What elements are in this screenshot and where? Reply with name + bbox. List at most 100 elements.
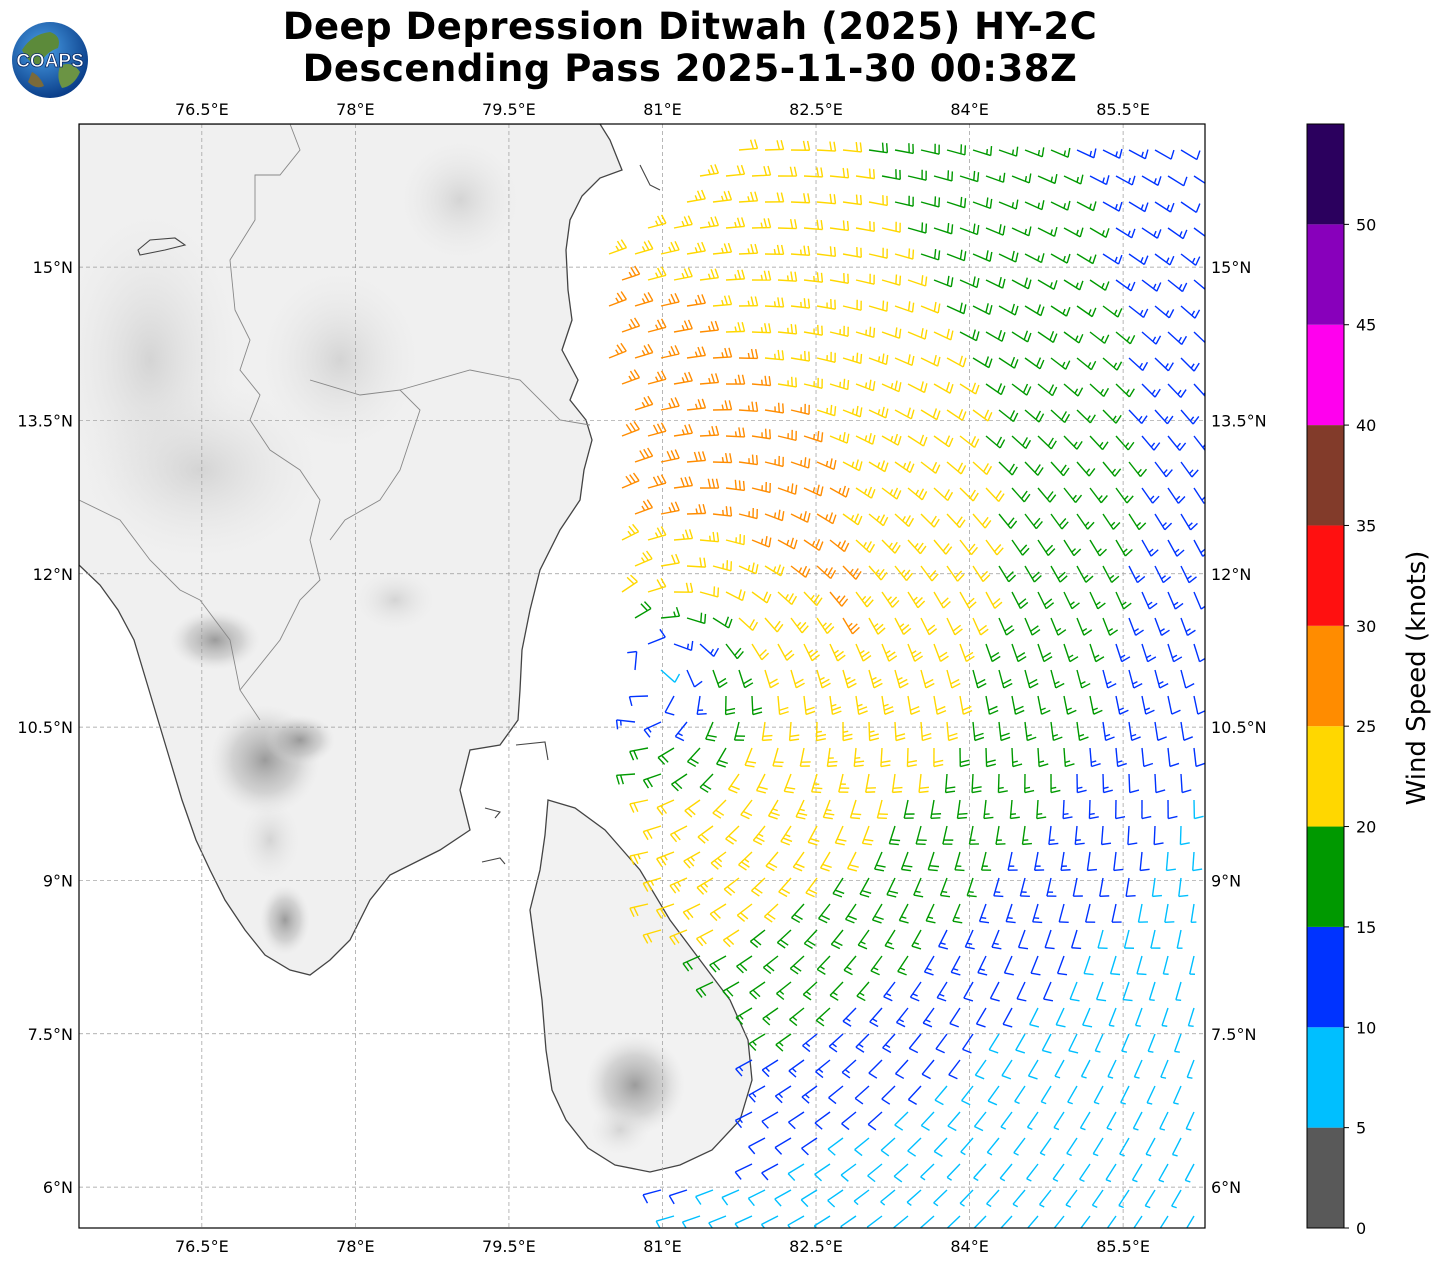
wind-barb — [1050, 513, 1069, 530]
wind-barb — [1102, 669, 1117, 689]
map-frame — [78, 123, 1206, 1229]
lon-tick-label-bottom: 85.5°E — [1096, 1237, 1150, 1256]
wind-barb — [989, 981, 1000, 1002]
wind-barb — [647, 266, 667, 281]
wind-barb — [1190, 903, 1197, 924]
wind-barb — [922, 1007, 935, 1028]
wind-barb — [1063, 279, 1084, 291]
wind-barb — [946, 408, 967, 421]
wind-barb — [881, 487, 902, 500]
wind-barb — [1050, 617, 1067, 636]
wind-barb — [755, 773, 768, 794]
wind-barb — [906, 1189, 922, 1207]
wind-barb — [801, 1085, 818, 1104]
wind-barb — [1139, 851, 1150, 872]
wind-barb — [642, 929, 662, 944]
wind-barb — [816, 669, 831, 689]
wind-barb — [995, 825, 1006, 846]
wind-barb — [920, 461, 941, 474]
wind-barb — [933, 695, 947, 715]
wind-barb — [1070, 929, 1082, 950]
wind-barb — [1050, 721, 1063, 742]
wind-barb — [1089, 695, 1103, 715]
logo-text: COAPS — [16, 51, 84, 72]
wind-barb — [1100, 825, 1112, 846]
wind-barb — [920, 196, 941, 208]
wind-barb — [900, 851, 913, 872]
wind-barb — [876, 799, 888, 819]
wind-barb — [1037, 331, 1058, 344]
wind-barb — [751, 695, 763, 716]
wind-barb — [764, 617, 784, 633]
wind-barb — [1167, 747, 1180, 768]
wind-barb — [819, 851, 832, 872]
wind-barb — [855, 695, 868, 716]
wind-barb — [1115, 435, 1135, 451]
lat-labels-left: 15°N 13.5°N 12°N 10.5°N 9°N 7.5°N 6°N — [17, 258, 73, 1197]
wind-barb — [881, 274, 902, 286]
wind-barb — [1011, 487, 1031, 503]
wind-barb — [1193, 539, 1205, 557]
wind-barb — [660, 501, 680, 515]
wind-barb — [842, 299, 862, 311]
wind-barb — [988, 1033, 1000, 1054]
wind-barb — [816, 193, 837, 205]
wind-barb — [1013, 1137, 1026, 1156]
wind-barb — [973, 1215, 987, 1228]
wind-barb — [856, 981, 870, 1002]
wind-barb — [1044, 929, 1055, 950]
wind-barb — [669, 929, 688, 946]
wind-barb — [760, 1215, 779, 1228]
wind-barb — [907, 222, 928, 234]
wind-barb — [840, 1215, 857, 1228]
wind-barb — [1067, 1085, 1078, 1105]
wind-barb — [738, 508, 758, 520]
wind-barb — [1019, 877, 1030, 897]
wind-barb — [1011, 643, 1027, 663]
wind-barb — [999, 1163, 1013, 1182]
wind-barb — [686, 557, 707, 568]
wind-barb — [816, 617, 835, 634]
wind-barb — [985, 276, 1006, 289]
wind-barb — [1136, 955, 1147, 976]
wind-barb — [1058, 903, 1069, 924]
wind-barb — [842, 459, 863, 472]
wind-barb — [1063, 227, 1084, 238]
wind-barb — [1024, 304, 1045, 317]
wind-barb — [868, 721, 880, 742]
wind-barb — [998, 146, 1019, 157]
wind-barb — [842, 565, 862, 580]
wind-barb — [881, 643, 898, 662]
lon-tick-label-bottom: 81°E — [643, 1237, 681, 1256]
wind-barb — [1141, 591, 1158, 610]
wind-barb — [829, 167, 850, 179]
wind-barb — [686, 747, 701, 768]
wind-barb — [1141, 383, 1161, 398]
wind-barb — [978, 903, 990, 924]
wind-barb — [998, 565, 1017, 583]
wind-barb — [1069, 981, 1080, 1002]
wind-barb — [894, 1111, 909, 1131]
lat-tick-label-right: 7.5°N — [1211, 1025, 1256, 1044]
wind-barb — [1037, 539, 1056, 556]
wind-barb — [1154, 617, 1170, 636]
wind-barb — [1053, 1215, 1065, 1228]
wind-barb — [1037, 747, 1049, 768]
wind-barb — [790, 617, 809, 634]
wind-barb — [1115, 591, 1132, 610]
wind-barb — [1050, 253, 1071, 264]
wind-barb — [986, 1137, 1000, 1156]
wind-barb — [712, 506, 733, 517]
wind-barb — [788, 1059, 805, 1078]
wind-barb — [777, 218, 798, 230]
lat-labels-right: 15°N 13.5°N 12°N 10.5°N 9°N 7.5°N 6°N — [1211, 258, 1267, 1197]
wind-barb — [927, 851, 940, 872]
colorbar-tick-label: 20 — [1356, 818, 1376, 837]
wind-barb — [1160, 1059, 1169, 1079]
wind-barb — [869, 1007, 883, 1028]
wind-barb — [790, 457, 811, 469]
wind-barb — [1137, 903, 1149, 923]
colorbar-tick-label: 15 — [1356, 918, 1376, 937]
wind-barb — [763, 903, 779, 923]
wind-barb — [1128, 461, 1148, 478]
